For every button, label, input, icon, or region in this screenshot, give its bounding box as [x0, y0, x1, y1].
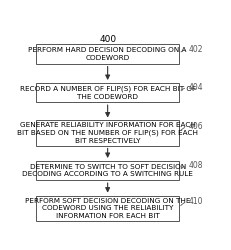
Text: 404: 404: [189, 83, 204, 92]
Text: PERFORM HARD DECISION DECODING ON A
CODEWORD: PERFORM HARD DECISION DECODING ON A CODE…: [28, 47, 187, 61]
Text: 410: 410: [189, 197, 204, 206]
Bar: [36, 196, 179, 220]
Text: GENERATE RELIABILITY INFORMATION FOR EACH
BIT BASED ON THE NUMBER OF FLIP(S) FOR: GENERATE RELIABILITY INFORMATION FOR EAC…: [17, 122, 198, 144]
Bar: [36, 44, 179, 64]
Text: 402: 402: [189, 45, 204, 54]
Bar: [36, 161, 179, 180]
Text: RECORD A NUMBER OF FLIP(S) FOR EACH BIT OF
THE CODEWORD: RECORD A NUMBER OF FLIP(S) FOR EACH BIT …: [20, 86, 196, 100]
Text: 408: 408: [189, 161, 204, 170]
Text: 406: 406: [189, 122, 204, 131]
Text: DETERMINE TO SWITCH TO SOFT DECISION
DECODING ACCORDING TO A SWITCHING RULE: DETERMINE TO SWITCH TO SOFT DECISION DEC…: [22, 164, 193, 177]
Bar: [36, 120, 179, 146]
Text: 400: 400: [99, 35, 116, 44]
Text: PERFORM SOFT DECISION DECODING ON THE
CODEWORD USING THE RELIABILITY
INFORMATION: PERFORM SOFT DECISION DECODING ON THE CO…: [25, 198, 190, 218]
Bar: [36, 83, 179, 102]
